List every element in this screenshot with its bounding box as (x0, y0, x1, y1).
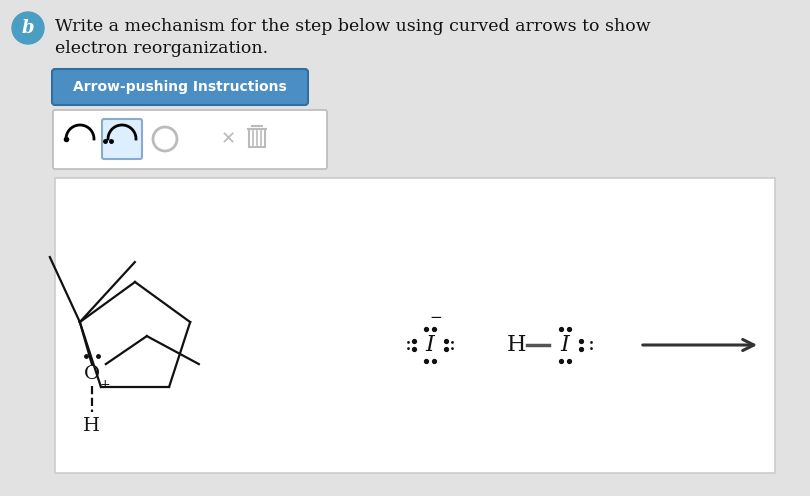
FancyBboxPatch shape (102, 119, 142, 159)
Circle shape (12, 12, 44, 44)
Text: Arrow-pushing Instructions: Arrow-pushing Instructions (73, 80, 287, 94)
Text: +: + (100, 377, 110, 390)
Text: H: H (507, 334, 526, 356)
Text: Write a mechanism for the step below using curved arrows to show: Write a mechanism for the step below usi… (55, 18, 650, 35)
FancyBboxPatch shape (52, 69, 308, 105)
FancyBboxPatch shape (55, 178, 775, 473)
Text: I: I (425, 334, 434, 356)
Text: :: : (404, 335, 411, 355)
Bar (249, 129, 265, 147)
FancyBboxPatch shape (53, 110, 327, 169)
Text: b: b (22, 19, 34, 37)
Text: −: − (429, 310, 442, 324)
Text: electron reorganization.: electron reorganization. (55, 40, 268, 57)
Text: H: H (83, 417, 100, 435)
Text: :: : (449, 335, 455, 355)
Text: :: : (587, 335, 595, 355)
Text: ✕: ✕ (220, 130, 236, 148)
Text: O: O (83, 365, 100, 383)
Text: I: I (561, 334, 569, 356)
